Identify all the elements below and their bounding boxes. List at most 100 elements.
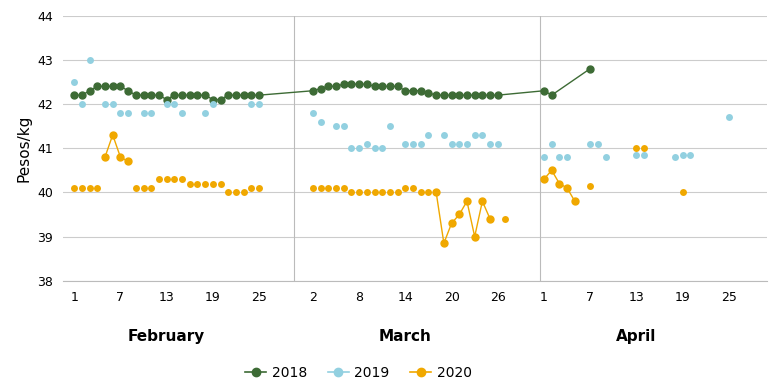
Point bbox=[669, 154, 681, 160]
Point bbox=[191, 181, 204, 187]
Point bbox=[677, 152, 689, 158]
Point bbox=[368, 145, 381, 151]
Point bbox=[399, 141, 412, 147]
Point bbox=[446, 220, 458, 227]
Point bbox=[460, 198, 473, 204]
Point bbox=[500, 216, 512, 222]
Legend: 2018, 2019, 2020: 2018, 2019, 2020 bbox=[240, 360, 478, 385]
Text: April: April bbox=[616, 328, 657, 344]
Point bbox=[76, 185, 88, 191]
Point bbox=[561, 154, 573, 160]
Point bbox=[468, 132, 481, 138]
Point bbox=[345, 189, 358, 195]
Point bbox=[114, 154, 127, 160]
Point bbox=[91, 185, 103, 191]
Point bbox=[83, 57, 96, 63]
Point bbox=[168, 176, 181, 182]
Point bbox=[237, 189, 250, 195]
Point bbox=[484, 216, 496, 222]
Point bbox=[245, 101, 258, 107]
Point bbox=[630, 152, 643, 158]
Point bbox=[384, 189, 396, 195]
Point bbox=[453, 141, 466, 147]
Point bbox=[538, 154, 550, 160]
Point bbox=[407, 141, 420, 147]
Point bbox=[476, 198, 489, 204]
Point bbox=[399, 185, 412, 191]
Point bbox=[322, 185, 334, 191]
Point bbox=[453, 211, 466, 218]
Point bbox=[546, 167, 558, 174]
Point bbox=[599, 154, 612, 160]
Text: March: March bbox=[379, 328, 431, 344]
Point bbox=[638, 152, 651, 158]
Point bbox=[546, 141, 558, 147]
Point bbox=[137, 110, 150, 116]
Point bbox=[638, 145, 651, 151]
Point bbox=[161, 101, 173, 107]
Point bbox=[183, 181, 196, 187]
Point bbox=[353, 189, 366, 195]
Point bbox=[106, 132, 119, 138]
Point bbox=[361, 189, 373, 195]
Point bbox=[99, 101, 111, 107]
Point bbox=[175, 110, 188, 116]
Point bbox=[446, 141, 458, 147]
Point bbox=[484, 141, 496, 147]
Point bbox=[538, 176, 550, 182]
Point bbox=[430, 189, 442, 195]
Point bbox=[353, 145, 366, 151]
Point bbox=[422, 132, 435, 138]
Point bbox=[422, 189, 435, 195]
Point bbox=[106, 101, 119, 107]
Point bbox=[407, 185, 420, 191]
Point bbox=[76, 101, 88, 107]
Point bbox=[122, 110, 135, 116]
Point bbox=[215, 181, 227, 187]
Point bbox=[199, 110, 211, 116]
Point bbox=[145, 185, 157, 191]
Point bbox=[253, 185, 265, 191]
Point bbox=[630, 145, 643, 151]
Point bbox=[207, 101, 219, 107]
Point bbox=[122, 158, 135, 165]
Point bbox=[330, 185, 342, 191]
Point bbox=[337, 123, 350, 129]
Point bbox=[68, 79, 81, 85]
Point bbox=[553, 181, 565, 187]
Point bbox=[438, 132, 450, 138]
Point bbox=[561, 185, 573, 191]
Point bbox=[253, 101, 265, 107]
Point bbox=[468, 234, 481, 240]
Point bbox=[384, 123, 396, 129]
Point bbox=[245, 185, 258, 191]
Point bbox=[222, 189, 234, 195]
Point bbox=[361, 141, 373, 147]
Point bbox=[175, 176, 188, 182]
Point bbox=[307, 110, 319, 116]
Point bbox=[584, 183, 597, 189]
Point bbox=[414, 189, 427, 195]
Point bbox=[330, 123, 342, 129]
Point bbox=[68, 185, 81, 191]
Point bbox=[723, 114, 735, 121]
Text: February: February bbox=[128, 328, 205, 344]
Y-axis label: Pesos/kg: Pesos/kg bbox=[16, 115, 31, 182]
Point bbox=[460, 141, 473, 147]
Point bbox=[584, 141, 597, 147]
Point bbox=[207, 181, 219, 187]
Point bbox=[137, 185, 150, 191]
Point bbox=[684, 152, 697, 158]
Point bbox=[376, 189, 388, 195]
Point bbox=[592, 141, 604, 147]
Point bbox=[307, 185, 319, 191]
Point bbox=[368, 189, 381, 195]
Point bbox=[199, 181, 211, 187]
Point bbox=[476, 132, 489, 138]
Point bbox=[229, 189, 242, 195]
Point bbox=[414, 141, 427, 147]
Point bbox=[553, 154, 565, 160]
Point bbox=[145, 110, 157, 116]
Point bbox=[161, 176, 173, 182]
Point bbox=[153, 176, 165, 182]
